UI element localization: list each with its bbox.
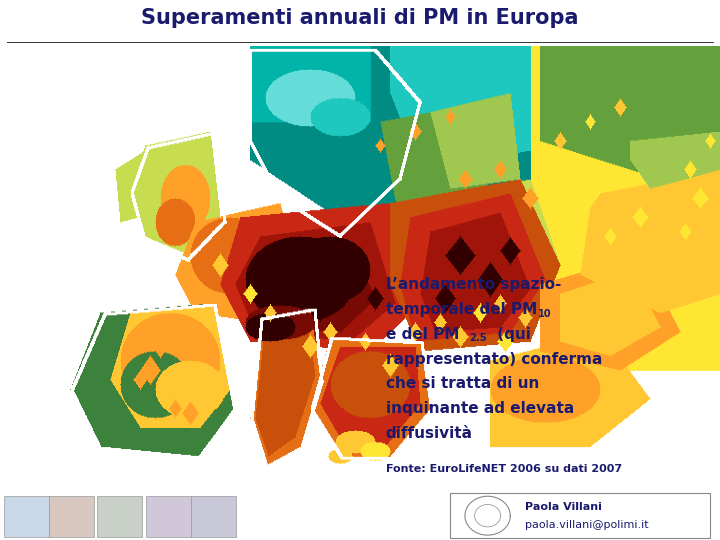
Text: paola.villani@polimi.it: paola.villani@polimi.it [525,521,649,530]
Text: 10: 10 [538,309,551,319]
Text: Paola Villani: Paola Villani [525,502,602,512]
Text: che si tratta di un: che si tratta di un [385,376,539,392]
FancyBboxPatch shape [146,496,191,537]
FancyBboxPatch shape [451,494,709,538]
FancyBboxPatch shape [49,496,94,537]
FancyBboxPatch shape [191,496,236,537]
FancyBboxPatch shape [97,496,143,537]
FancyBboxPatch shape [4,496,49,537]
Text: 2.5: 2.5 [469,333,487,343]
Text: L’andamento spazio-: L’andamento spazio- [385,277,561,292]
Text: e del PM: e del PM [385,327,459,342]
Text: rappresentato) conferma: rappresentato) conferma [385,352,602,367]
Text: temporale del PM: temporale del PM [385,302,536,317]
Text: Fonte: EuroLifeNET 2006 su dati 2007: Fonte: EuroLifeNET 2006 su dati 2007 [385,464,621,474]
Text: Superamenti annuali di PM in Europa: Superamenti annuali di PM in Europa [141,8,579,29]
Text: diffusività: diffusività [385,426,472,441]
Text: (qui: (qui [492,327,531,342]
Text: inquinante ad elevata: inquinante ad elevata [385,401,574,416]
